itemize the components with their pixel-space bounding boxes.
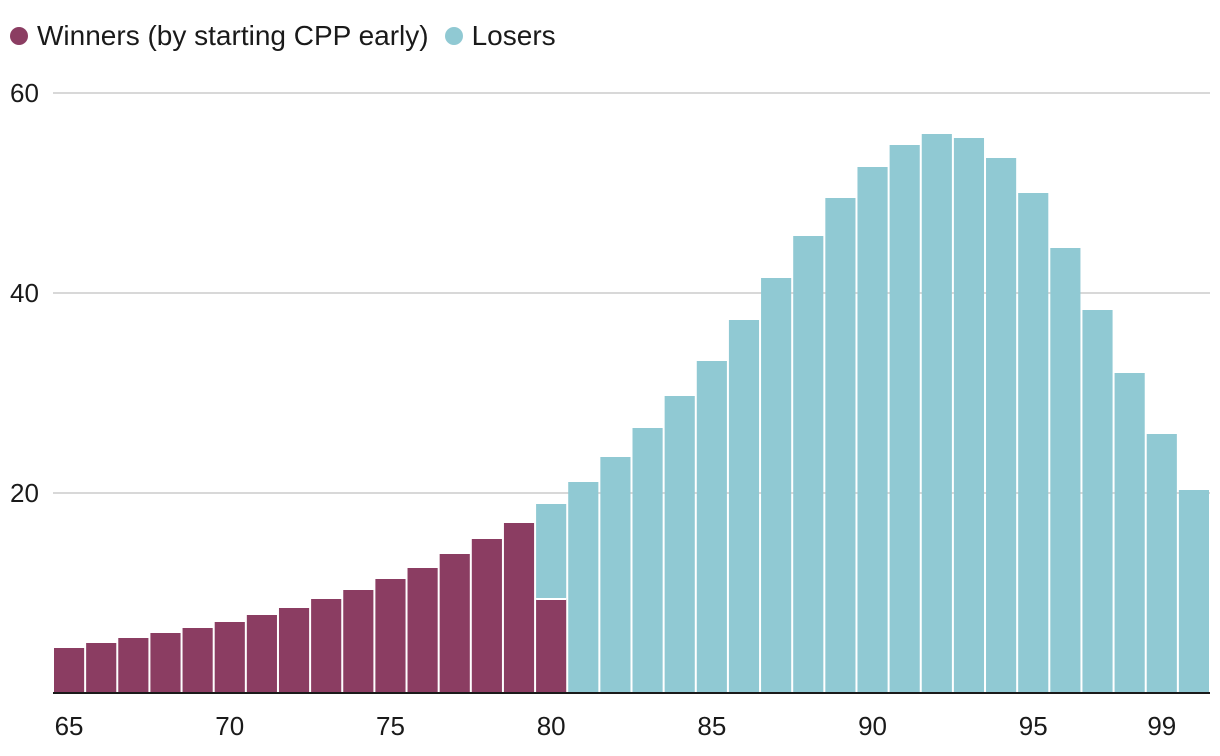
- bar-winners-78: [471, 539, 502, 693]
- chart-legend: Winners (by starting CPP early) Losers: [10, 14, 572, 58]
- x-tick-label: 65: [55, 711, 84, 741]
- y-tick-label: 20: [10, 478, 39, 508]
- bar-winners-66: [86, 643, 117, 693]
- bar-winners-67: [118, 638, 149, 693]
- bar-losers-87: [761, 278, 792, 693]
- bar-losers-85: [696, 361, 727, 693]
- legend-item-losers: Losers: [444, 20, 556, 52]
- bar-winners-76: [407, 568, 438, 693]
- bar-losers-84: [664, 396, 695, 693]
- bar-losers-94: [986, 158, 1017, 693]
- bar-winners-73: [311, 599, 342, 693]
- bar-losers-80: [536, 504, 567, 599]
- bar-losers-96: [1050, 248, 1081, 693]
- bar-winners-71: [246, 615, 277, 693]
- bar-winners-75: [375, 579, 406, 693]
- legend-item-winners: Winners (by starting CPP early): [10, 20, 429, 52]
- bar-winners-70: [214, 622, 245, 693]
- bar-losers-97: [1082, 310, 1113, 693]
- bar-losers-91: [889, 145, 920, 693]
- bar-losers-88: [793, 236, 824, 693]
- bar-losers-86: [728, 320, 760, 693]
- x-tick-label: 85: [697, 711, 726, 741]
- x-tick-label: 95: [1019, 711, 1048, 741]
- bar-losers-98: [1114, 373, 1145, 693]
- bar-losers-100: [1178, 490, 1209, 693]
- bar-losers-92: [921, 134, 952, 693]
- bar-winners-79: [503, 523, 535, 693]
- bar-losers-83: [632, 428, 663, 693]
- x-tick-label: 80: [537, 711, 566, 741]
- gridlines: [53, 92, 1210, 494]
- y-tick-label: 40: [10, 278, 39, 308]
- y-tick-labels: 20 40 60: [10, 78, 39, 508]
- bar-losers-90: [857, 167, 888, 693]
- legend-swatch-losers: [444, 27, 463, 45]
- bar-losers-99: [1146, 434, 1177, 693]
- y-tick-label: 60: [10, 78, 39, 108]
- legend-label-winners: Winners (by starting CPP early): [37, 20, 429, 51]
- bar-losers-82: [600, 457, 631, 693]
- x-tick-label: 90: [858, 711, 887, 741]
- x-tick-labels: 65 70 75 80 85 90 95 99: [55, 711, 1177, 741]
- legend-swatch-winners: [10, 27, 28, 45]
- bar-winners-68: [150, 633, 181, 693]
- bar-winners-69: [182, 628, 213, 693]
- bar-losers-81: [568, 482, 599, 693]
- x-tick-label: 75: [376, 711, 405, 741]
- bar-winners-72: [278, 608, 310, 693]
- bar-losers-95: [1018, 193, 1049, 693]
- bar-losers-93: [953, 138, 985, 693]
- bar-winners-77: [439, 554, 470, 693]
- legend-label-losers: Losers: [471, 20, 556, 51]
- bar-winners-65: [54, 648, 85, 693]
- bar-winners-74: [343, 590, 374, 693]
- x-tick-label: 99: [1147, 711, 1176, 741]
- bars: [54, 134, 1209, 693]
- bar-losers-89: [825, 198, 856, 693]
- bar-winners-80: [536, 599, 567, 693]
- x-tick-label: 70: [215, 711, 244, 741]
